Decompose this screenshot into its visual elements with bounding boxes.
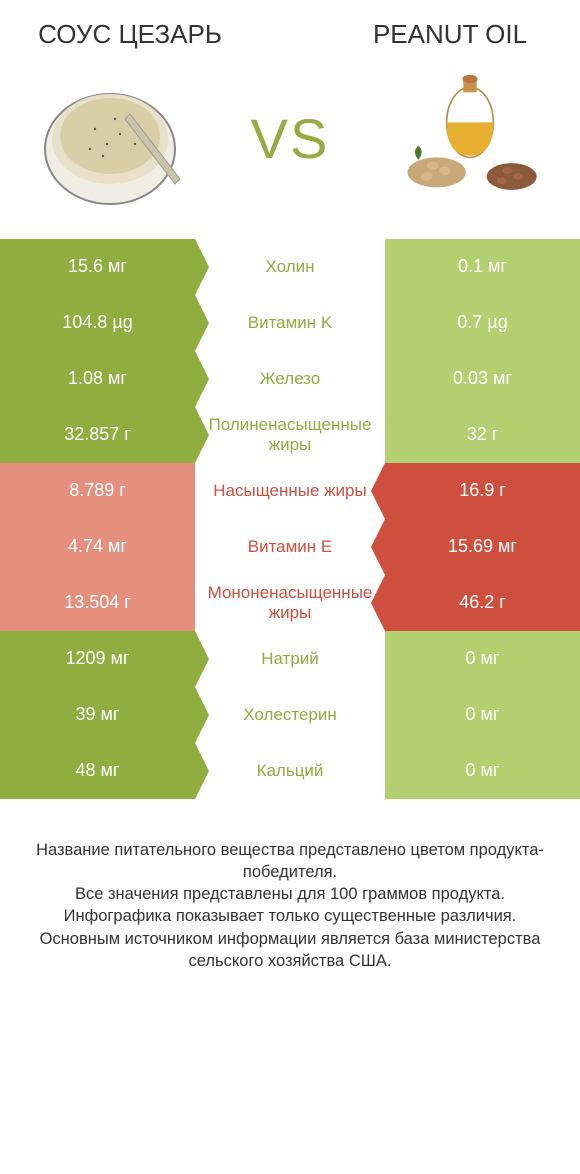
nutrient-label: Натрий — [195, 631, 385, 687]
footer-line: Инфографика показывает только существенн… — [30, 905, 550, 927]
table-row: 1209 мгНатрий0 мг — [0, 631, 580, 687]
nutrient-label: Холестерин — [195, 687, 385, 743]
left-value: 1.08 мг — [0, 351, 195, 407]
left-value: 15.6 мг — [0, 239, 195, 295]
table-row: 48 мгКальций0 мг — [0, 743, 580, 799]
footer-text: Название питательного вещества представл… — [0, 799, 580, 993]
right-value: 0.03 мг — [385, 351, 580, 407]
table-row: 4.74 мгВитамин E15.69 мг — [0, 519, 580, 575]
peanut-oil-icon — [395, 64, 545, 214]
left-value: 39 мг — [0, 687, 195, 743]
vs-label: VS — [251, 106, 330, 171]
nutrient-label: Полиненасыщенные жиры — [195, 407, 385, 463]
table-row: 13.504 гМононенасыщенные жиры46.2 г — [0, 575, 580, 631]
vs-row: VS — [0, 59, 580, 239]
product-right-image — [380, 59, 560, 219]
nutrient-label: Железо — [195, 351, 385, 407]
left-value: 48 мг — [0, 743, 195, 799]
nutrient-label: Насыщенные жиры — [195, 463, 385, 519]
footer-line: Все значения представлены для 100 граммо… — [30, 883, 550, 905]
nutrient-label: Мононенасыщенные жиры — [195, 575, 385, 631]
product-right-title: PEANUT OIL — [350, 20, 550, 49]
product-left-image — [20, 59, 200, 219]
caesar-bowl-icon — [35, 64, 185, 214]
right-value: 0 мг — [385, 631, 580, 687]
table-row: 8.789 гНасыщенные жиры16.9 г — [0, 463, 580, 519]
product-left-title: СОУС ЦЕЗАРЬ — [30, 20, 230, 49]
nutrient-label: Витамин E — [195, 519, 385, 575]
infographic-container: СОУС ЦЕЗАРЬ PEANUT OIL VS — [0, 0, 580, 992]
left-value: 4.74 мг — [0, 519, 195, 575]
left-value: 104.8 µg — [0, 295, 195, 351]
footer-line: Основным источником информации является … — [30, 928, 550, 973]
nutrient-label: Витамин K — [195, 295, 385, 351]
nutrient-label: Кальций — [195, 743, 385, 799]
right-value: 0 мг — [385, 743, 580, 799]
nutrient-table: 15.6 мгХолин0.1 мг104.8 µgВитамин K0.7 µ… — [0, 239, 580, 799]
right-value: 0.7 µg — [385, 295, 580, 351]
table-row: 104.8 µgВитамин K0.7 µg — [0, 295, 580, 351]
table-row: 1.08 мгЖелезо0.03 мг — [0, 351, 580, 407]
right-value: 32 г — [385, 407, 580, 463]
right-value: 15.69 мг — [385, 519, 580, 575]
right-value: 0 мг — [385, 687, 580, 743]
right-value: 0.1 мг — [385, 239, 580, 295]
table-row: 32.857 гПолиненасыщенные жиры32 г — [0, 407, 580, 463]
right-value: 16.9 г — [385, 463, 580, 519]
right-value: 46.2 г — [385, 575, 580, 631]
left-value: 32.857 г — [0, 407, 195, 463]
nutrient-label: Холин — [195, 239, 385, 295]
left-value: 1209 мг — [0, 631, 195, 687]
header: СОУС ЦЕЗАРЬ PEANUT OIL — [0, 0, 580, 59]
left-value: 13.504 г — [0, 575, 195, 631]
footer-line: Название питательного вещества представл… — [30, 839, 550, 884]
table-row: 39 мгХолестерин0 мг — [0, 687, 580, 743]
left-value: 8.789 г — [0, 463, 195, 519]
table-row: 15.6 мгХолин0.1 мг — [0, 239, 580, 295]
